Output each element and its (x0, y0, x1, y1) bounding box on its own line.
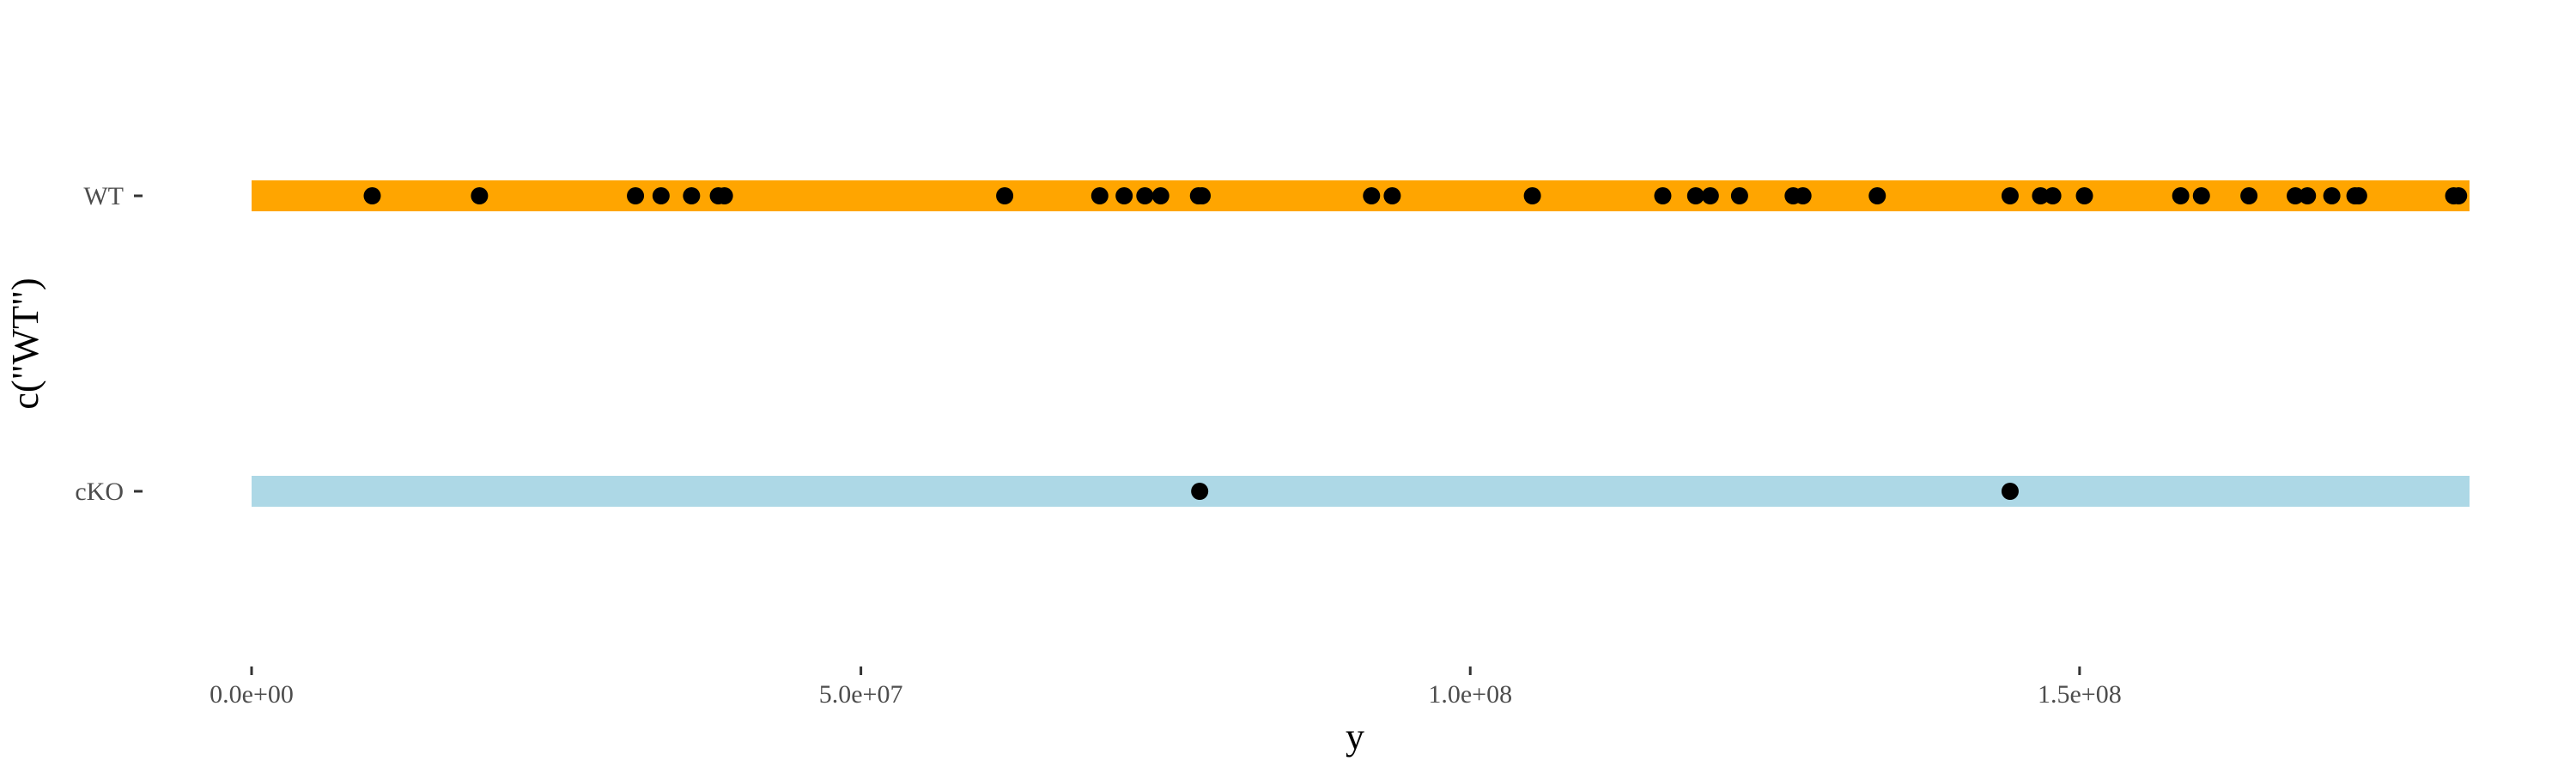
point-wt-24 (2001, 187, 2019, 204)
point-wt-0 (363, 187, 381, 204)
point-wt-29 (2192, 187, 2210, 204)
point-wt-33 (2323, 187, 2341, 204)
data-points (363, 187, 2468, 500)
point-wt-11 (1151, 187, 1170, 204)
point-wt-7 (996, 187, 1014, 204)
band-cko (252, 476, 2470, 507)
point-wt-35 (2349, 187, 2367, 204)
point-wt-18 (1686, 187, 1704, 204)
category-bands (252, 180, 2470, 507)
point-wt-20 (1730, 187, 1748, 204)
point-wt-6 (715, 187, 733, 204)
point-wt-17 (1654, 187, 1672, 204)
y-axis: WT cKO (75, 182, 143, 506)
point-wt-13 (1194, 187, 1211, 204)
point-wt-25 (2032, 187, 2050, 204)
point-cko-0 (1191, 483, 1209, 500)
point-wt-15 (1383, 187, 1401, 204)
point-wt-19 (1701, 187, 1719, 204)
point-wt-23 (1868, 187, 1886, 204)
x-tick-label-2: 1.0e+08 (1428, 680, 1512, 709)
band-wt (252, 180, 2470, 211)
point-wt-2 (627, 187, 645, 204)
y-axis-title: c("WT") (4, 277, 46, 409)
point-wt-9 (1115, 187, 1133, 204)
point-wt-1 (471, 187, 489, 204)
x-tick-label-1: 5.0e+07 (819, 680, 903, 709)
point-cko-1 (2001, 483, 2019, 500)
point-wt-37 (2450, 187, 2468, 204)
y-tick-label-wt: WT (83, 182, 124, 210)
point-wt-16 (1523, 187, 1541, 204)
x-tick-label-0: 0.0e+00 (210, 680, 294, 709)
point-wt-4 (683, 187, 701, 204)
x-axis: 0.0e+00 5.0e+07 1.0e+08 1.5e+08 (210, 666, 2122, 709)
point-wt-30 (2240, 187, 2258, 204)
y-tick-label-cko: cKO (75, 478, 124, 506)
point-wt-10 (1136, 187, 1154, 204)
point-wt-22 (1794, 187, 1812, 204)
point-wt-3 (652, 187, 670, 204)
point-wt-27 (2075, 187, 2093, 204)
point-wt-8 (1091, 187, 1109, 204)
point-wt-26 (2044, 187, 2062, 204)
point-wt-32 (2299, 187, 2317, 204)
point-wt-31 (2287, 187, 2305, 204)
point-wt-14 (1363, 187, 1381, 204)
point-wt-28 (2172, 187, 2190, 204)
x-axis-title: y (1346, 715, 1364, 758)
x-tick-label-3: 1.5e+08 (2038, 680, 2122, 709)
